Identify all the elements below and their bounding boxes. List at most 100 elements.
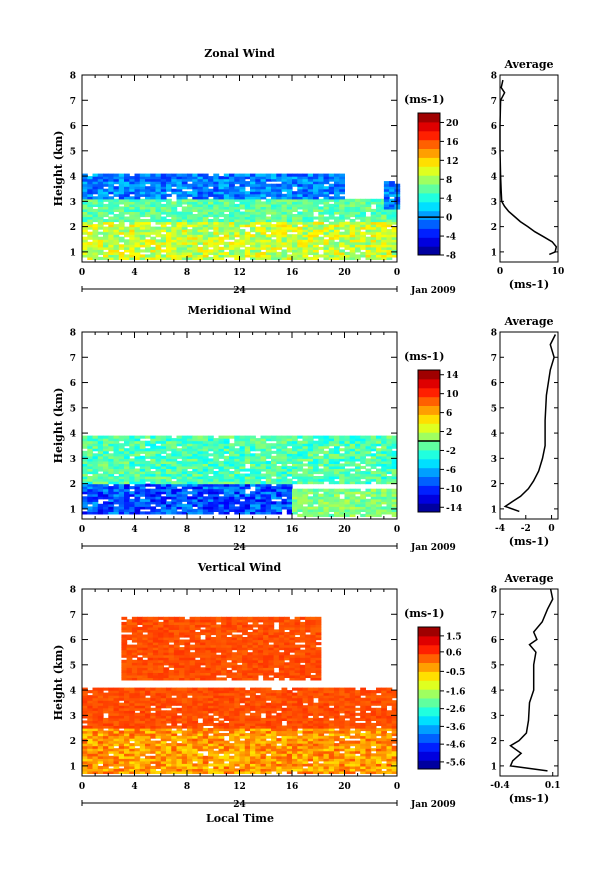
heatmap-cell xyxy=(344,498,351,502)
heatmap-cell xyxy=(113,191,120,195)
heatmap-cell xyxy=(255,768,262,772)
heatmap-cell xyxy=(97,224,104,228)
heatmap-cell xyxy=(150,448,157,452)
heatmap-cell xyxy=(255,735,262,739)
heatmap-cell xyxy=(87,743,94,747)
heatmap-cell xyxy=(103,705,109,709)
heatmap-cell xyxy=(129,468,136,472)
heatmap-cell xyxy=(297,241,304,245)
heatmap-cell xyxy=(176,244,183,248)
heatmap-cell xyxy=(108,722,115,726)
heatmap-cell xyxy=(155,745,162,749)
heatmap-cell xyxy=(176,236,183,240)
heatmap-cell xyxy=(171,239,178,243)
heatmap-cell xyxy=(82,221,88,225)
heatmap-cell xyxy=(286,241,293,245)
heatmap-cell xyxy=(250,256,256,260)
heatmap-cell xyxy=(218,198,225,202)
heatmap-cell xyxy=(202,465,209,469)
heatmap-cell xyxy=(239,488,246,492)
heatmap-cell xyxy=(234,753,241,757)
heatmap-cell xyxy=(313,435,319,439)
heatmap-cell xyxy=(323,491,330,495)
heatmap-cell xyxy=(113,438,120,442)
heatmap-cell xyxy=(276,231,283,235)
heatmap-cell xyxy=(255,455,262,459)
heatmap-cell xyxy=(129,201,136,205)
heatmap-cell xyxy=(250,244,256,248)
heatmap-cell xyxy=(281,478,288,482)
heatmap-cell xyxy=(181,493,188,497)
heatmap-cell xyxy=(265,241,272,245)
heatmap-cell xyxy=(229,483,235,487)
heatmap-cell xyxy=(260,763,267,767)
heatmap-cell xyxy=(302,478,309,482)
heatmap-cell xyxy=(197,730,204,734)
heatmap-cell xyxy=(103,770,109,774)
heatmap-cell xyxy=(176,178,183,182)
heatmap-cell xyxy=(202,203,209,207)
heatmap-cell xyxy=(389,198,395,202)
heatmap-cell xyxy=(181,249,188,253)
colorbar-tick-label: 2 xyxy=(446,428,452,438)
heatmap-cell xyxy=(286,738,293,742)
heatmap-cell xyxy=(302,755,309,759)
heatmap-cell xyxy=(339,488,345,492)
heatmap-cell xyxy=(386,755,393,759)
heatmap-cell xyxy=(92,768,99,772)
heatmap-cell xyxy=(323,211,330,215)
heatmap-cell xyxy=(281,201,288,205)
heatmap-cell xyxy=(318,496,324,500)
heatmap-cell xyxy=(286,196,293,200)
heatmap-cell xyxy=(307,443,314,447)
heatmap-cell xyxy=(113,178,120,182)
heatmap-cell xyxy=(113,717,120,721)
heatmap-cell xyxy=(391,511,398,515)
heatmap-cell xyxy=(118,733,125,737)
heatmap-cell xyxy=(97,244,104,248)
heatmap-cell xyxy=(307,234,314,238)
heatmap-cell xyxy=(139,443,146,447)
heatmap-cell xyxy=(171,760,178,764)
heatmap-cell xyxy=(386,511,393,515)
heatmap-cell xyxy=(255,214,262,218)
heatmap-cell xyxy=(328,188,335,192)
heatmap-cell xyxy=(87,178,94,182)
heatmap-cell xyxy=(181,435,188,439)
heatmap-cell xyxy=(370,758,377,762)
heatmap-cell xyxy=(292,503,298,507)
heatmap-cell xyxy=(360,234,366,238)
heatmap-cell xyxy=(192,740,199,744)
heatmap-cell xyxy=(82,743,88,747)
heatmap-cell xyxy=(129,251,136,255)
heatmap-cell xyxy=(344,501,351,505)
heatmap-cell xyxy=(386,503,393,507)
heatmap-cell xyxy=(391,508,398,512)
heatmap-cell xyxy=(160,473,167,477)
heatmap-cell xyxy=(292,735,298,739)
heatmap-cell xyxy=(208,501,214,505)
heatmap-cell xyxy=(281,445,288,449)
heatmap-cell xyxy=(87,705,94,709)
heatmap-cell xyxy=(82,178,88,182)
heatmap-cell xyxy=(187,453,193,457)
heatmap-cell xyxy=(307,448,314,452)
heatmap-cell xyxy=(250,246,256,250)
heatmap-cell xyxy=(344,254,351,258)
heatmap-cell xyxy=(118,491,125,495)
heatmap-cell xyxy=(208,181,214,185)
heatmap-cell xyxy=(218,219,225,223)
heatmap-cell xyxy=(92,695,99,699)
heatmap-cell xyxy=(265,765,272,769)
heatmap-cell xyxy=(381,448,387,452)
heatmap-cell xyxy=(323,219,330,223)
heatmap-cell xyxy=(250,735,256,739)
heatmap-cell xyxy=(271,468,277,472)
heatmap-cell xyxy=(271,211,277,215)
heatmap-cell xyxy=(108,453,115,457)
heatmap-cell xyxy=(271,224,277,228)
heatmap-cell xyxy=(82,692,88,696)
heatmap-cell xyxy=(323,738,330,742)
heatmap-cell xyxy=(286,256,293,260)
heatmap-cell xyxy=(155,748,162,752)
